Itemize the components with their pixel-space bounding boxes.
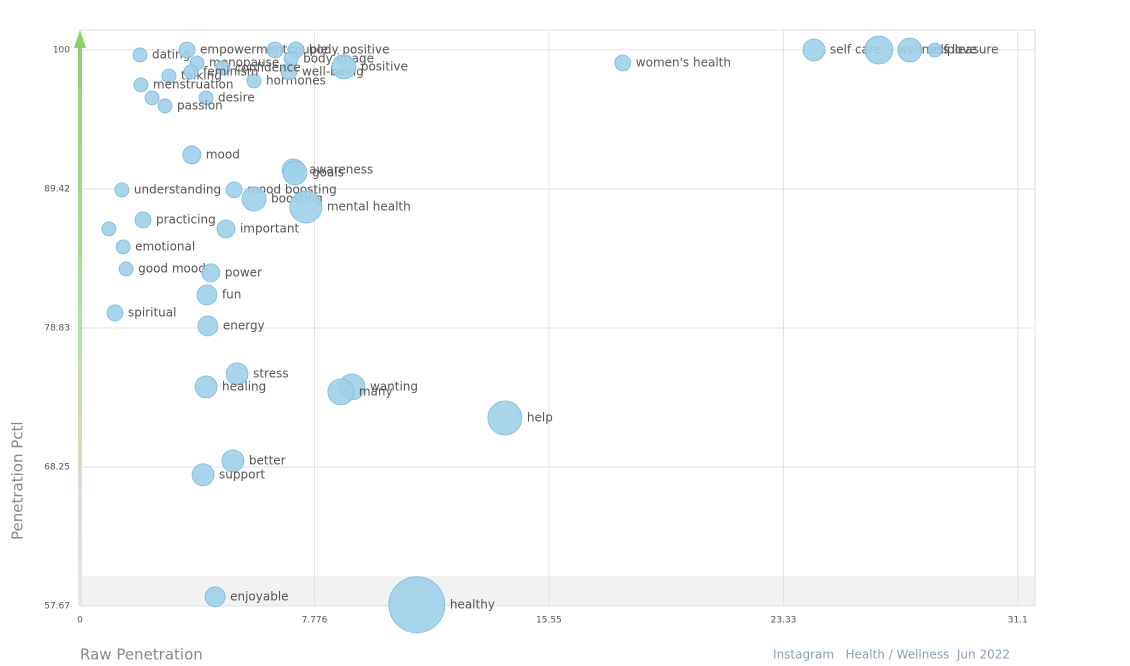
point-label: good mood: [138, 261, 206, 275]
bubble: [183, 64, 199, 80]
bubble: [204, 586, 226, 608]
bubble: [198, 90, 214, 106]
bubble: [161, 68, 177, 84]
point-label: menstruation: [153, 77, 234, 91]
point-label: healing: [222, 379, 266, 393]
bubble: [246, 73, 262, 89]
bubble: [201, 263, 221, 283]
point-label: women's health: [636, 55, 731, 69]
bubble: [266, 41, 284, 59]
bubble: [864, 35, 894, 65]
x-tick-label: 7.776: [302, 616, 328, 626]
x-tick-label: 0: [77, 616, 83, 626]
point-label: awareness: [309, 162, 373, 176]
point-label: many: [359, 384, 393, 398]
y-tick-label: 68.25: [44, 463, 70, 473]
point-label: fun: [222, 287, 241, 301]
bubble: [101, 221, 117, 237]
point-label: goals: [312, 165, 344, 179]
bubble: [221, 449, 245, 473]
point-label: mood boosting: [247, 182, 337, 196]
bubble: [144, 90, 160, 106]
bubble: [157, 98, 173, 114]
bubble: [106, 304, 124, 322]
point-label: enjoyable: [230, 589, 288, 603]
bubble: [280, 63, 298, 81]
bubble: [178, 41, 196, 59]
bubble: [215, 60, 231, 76]
point-label: spiritual: [128, 305, 176, 319]
bubble: [282, 160, 308, 186]
point-label: confidence: [235, 60, 301, 74]
point-label: body positive: [309, 42, 390, 56]
point-label: healthy: [450, 597, 495, 611]
point-label: hormones: [266, 73, 326, 87]
y-axis-arrow: [78, 40, 82, 606]
y-tick-label: 78.83: [44, 324, 70, 334]
point-label: understanding: [134, 182, 221, 196]
y-tick-label: 100: [53, 45, 70, 55]
bubble: [216, 219, 236, 239]
bubble: [331, 54, 357, 80]
bubble: [133, 77, 149, 93]
point-label: stress: [253, 366, 289, 380]
point-label: better: [249, 453, 286, 467]
point-label: positive: [361, 59, 408, 73]
bubble: [225, 181, 243, 199]
bubble: [487, 400, 523, 436]
bubble: [388, 576, 446, 634]
point-label: important: [240, 221, 300, 235]
y-tick-label: 89.42: [44, 184, 70, 194]
bubble: [194, 375, 218, 399]
point-label: desire: [218, 90, 255, 104]
point-label: emotional: [135, 239, 195, 253]
x-tick-label: 31.1: [1008, 616, 1028, 626]
point-label: feminism: [203, 64, 259, 78]
point-label: mental health: [327, 199, 411, 213]
point-label: empowerment: [200, 42, 288, 56]
bubble: [327, 378, 355, 406]
y-tick-label: 57.67: [44, 602, 70, 612]
bubble: [118, 261, 134, 277]
bubble: [614, 54, 632, 72]
point-label: energy: [223, 318, 265, 332]
point-label: passion: [177, 98, 223, 112]
y-axis-title: Penetration Pctl: [9, 421, 27, 540]
bubble: [132, 47, 148, 63]
x-axis-title: Raw Penetration: [80, 646, 203, 664]
bubble: [182, 145, 202, 165]
bubble: [897, 37, 923, 63]
bubble: [927, 42, 943, 58]
bubble: [191, 463, 215, 487]
bubble: [197, 315, 219, 337]
bubble: [134, 211, 152, 229]
point-label: help: [527, 410, 553, 424]
footer: Instagram Health / Wellness Jun 2022: [773, 648, 1010, 662]
point-label: support: [219, 467, 265, 481]
bubble: [114, 182, 130, 198]
point-label: wanting: [370, 379, 418, 393]
y-axis-arrow-head: [74, 30, 86, 48]
x-tick-label: 15.55: [536, 616, 562, 626]
point-label: pleasure: [947, 42, 999, 56]
point-label: practicing: [156, 212, 216, 226]
bubble: [241, 186, 267, 212]
bubble: [289, 190, 323, 224]
point-label: mood: [206, 147, 240, 161]
point-label: power: [225, 265, 262, 279]
bubble: [225, 362, 249, 386]
bubble: [196, 284, 218, 306]
x-tick-label: 23.33: [771, 616, 797, 626]
low-band: [80, 576, 1035, 606]
bubble: [115, 239, 131, 255]
bubble: [802, 38, 826, 62]
